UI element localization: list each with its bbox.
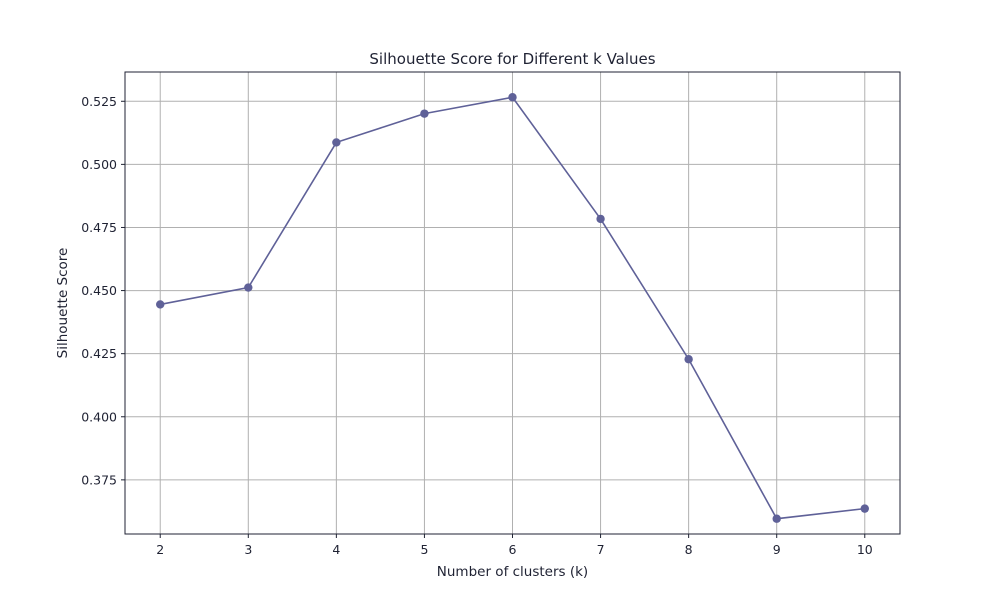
- data-point: [156, 300, 165, 309]
- data-point: [684, 355, 693, 364]
- data-point: [596, 214, 605, 224]
- y-axis-label: Silhouette Score: [55, 248, 71, 359]
- x-axis: 2 3 4 5 6 7 8 9 10: [156, 534, 873, 557]
- data-point: [420, 109, 429, 118]
- grid: [125, 72, 900, 534]
- x-tick-label: 7: [597, 542, 605, 557]
- x-tick-label: 3: [244, 542, 252, 557]
- x-tick-label: 5: [420, 542, 428, 557]
- x-tick-label: 9: [773, 542, 781, 557]
- y-tick-label: 0.375: [81, 472, 117, 487]
- y-tick-label: 0.475: [81, 220, 117, 235]
- y-tick-label: 0.400: [81, 409, 117, 424]
- y-axis: 0.375 0.400 0.425 0.450 0.475 0.500 0.525: [81, 94, 125, 487]
- data-point: [860, 504, 869, 513]
- x-axis-label: Number of clusters (k): [437, 564, 588, 580]
- y-tick-label: 0.425: [81, 346, 117, 361]
- x-tick-label: 6: [509, 542, 517, 557]
- data-point: [508, 93, 517, 102]
- series-layer: [156, 93, 869, 523]
- x-tick-label: 8: [685, 542, 693, 557]
- y-tick-label: 0.525: [81, 94, 117, 109]
- data-point: [772, 514, 781, 523]
- x-tick-label: 2: [156, 542, 164, 557]
- data-point: [244, 283, 253, 292]
- data-point: [332, 138, 341, 147]
- y-tick-label: 0.500: [81, 157, 117, 172]
- y-tick-label: 0.450: [81, 283, 117, 298]
- x-tick-label: 10: [857, 542, 873, 557]
- chart-title: Silhouette Score for Different k Values: [369, 50, 655, 68]
- x-tick-label: 4: [332, 542, 340, 557]
